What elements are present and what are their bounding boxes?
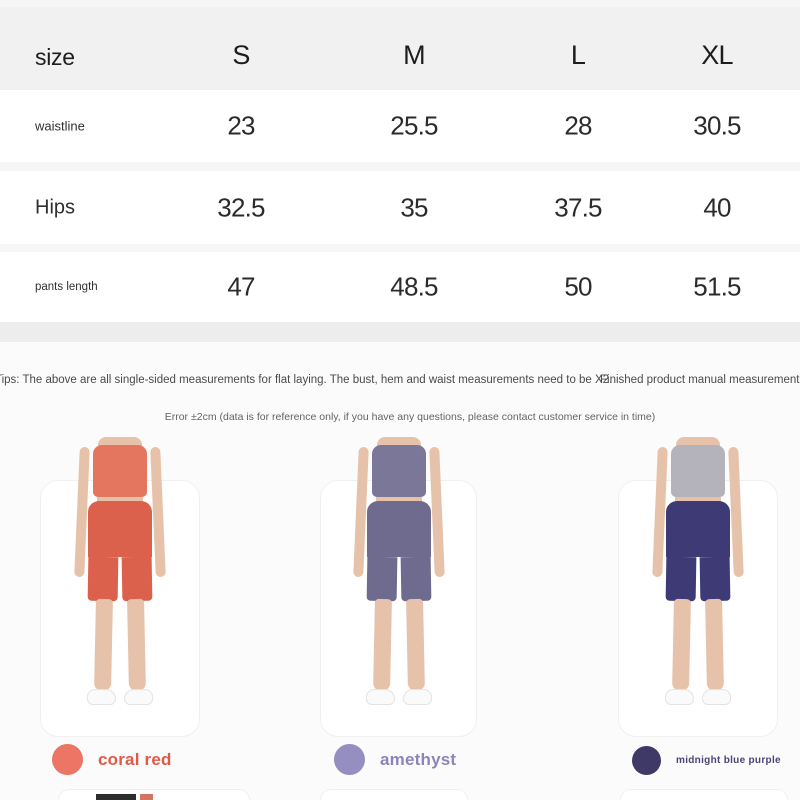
next-photo-card-partial-middle <box>320 789 468 800</box>
cell-pants-length-xl: 51.5 <box>693 271 741 302</box>
model-figure-amethyst <box>339 437 459 717</box>
product-photo-coral-red <box>40 437 200 737</box>
cell-hips-xl: 40 <box>703 192 731 222</box>
cell-waistline-xl: 30.5 <box>693 110 741 141</box>
folded-garment-dark <box>96 794 136 800</box>
table-row-hips: Hips 32.5 35 37.5 40 <box>0 171 800 244</box>
cell-waistline-s: 23 <box>227 110 255 141</box>
column-header-m: M <box>403 40 425 70</box>
table-footer-band <box>0 322 800 342</box>
cell-pants-length-l: 50 <box>564 271 592 302</box>
model-figure-midnight-blue-purple <box>638 437 758 717</box>
cell-pants-length-m: 48.5 <box>390 271 438 302</box>
color-option-amethyst[interactable]: amethyst <box>334 744 456 775</box>
measurement-unit-note: Finished product manual measurement (uni… <box>600 374 800 386</box>
row-label-waistline: waistline <box>35 118 85 134</box>
color-name-label: amethyst <box>380 749 457 769</box>
next-photo-card-partial-right <box>620 789 788 800</box>
cell-hips-s: 32.5 <box>217 192 265 222</box>
folded-garment-coral <box>140 794 153 800</box>
color-swatch-dot <box>52 744 83 775</box>
cell-hips-l: 37.5 <box>554 192 602 222</box>
model-figure-coral-red <box>60 437 180 717</box>
color-option-midnight-blue-purple[interactable]: midnight blue purple <box>632 746 781 775</box>
size-table-header: size S M L XL <box>0 0 800 90</box>
table-row-pants-length: pants length 47 48.5 50 51.5 <box>0 252 800 322</box>
color-name-label: coral red <box>98 749 172 769</box>
cell-hips-m: 35 <box>400 192 428 222</box>
color-name-label: midnight blue purple <box>676 755 781 766</box>
row-label-hips: Hips <box>35 196 76 218</box>
table-row-waistline: waistline 23 25.5 28 30.5 <box>0 90 800 162</box>
cell-pants-length-s: 47 <box>227 271 255 302</box>
column-header-l: L <box>570 40 586 70</box>
row-label-pants-length: pants length <box>35 281 98 293</box>
cell-waistline-m: 25.5 <box>390 110 438 141</box>
color-option-coral-red[interactable]: coral red <box>52 744 172 775</box>
next-photo-card-partial-left <box>58 789 250 800</box>
size-table-body: waistline 23 25.5 28 30.5 Hips 32.5 35 3… <box>0 90 800 322</box>
column-header-xl: XL <box>701 40 733 70</box>
error-tolerance-note: Error ±2cm (data is for reference only, … <box>164 411 656 423</box>
size-corner-label: size <box>35 44 75 70</box>
tips-note: Tips: The above are all single-sided mea… <box>0 374 613 386</box>
color-swatch-dot <box>632 746 661 775</box>
product-photo-midnight-blue-purple <box>618 437 778 737</box>
color-swatch-dot <box>334 744 365 775</box>
cell-waistline-l: 28 <box>564 110 592 141</box>
column-header-s: S <box>232 40 250 70</box>
product-photo-amethyst <box>320 437 477 737</box>
